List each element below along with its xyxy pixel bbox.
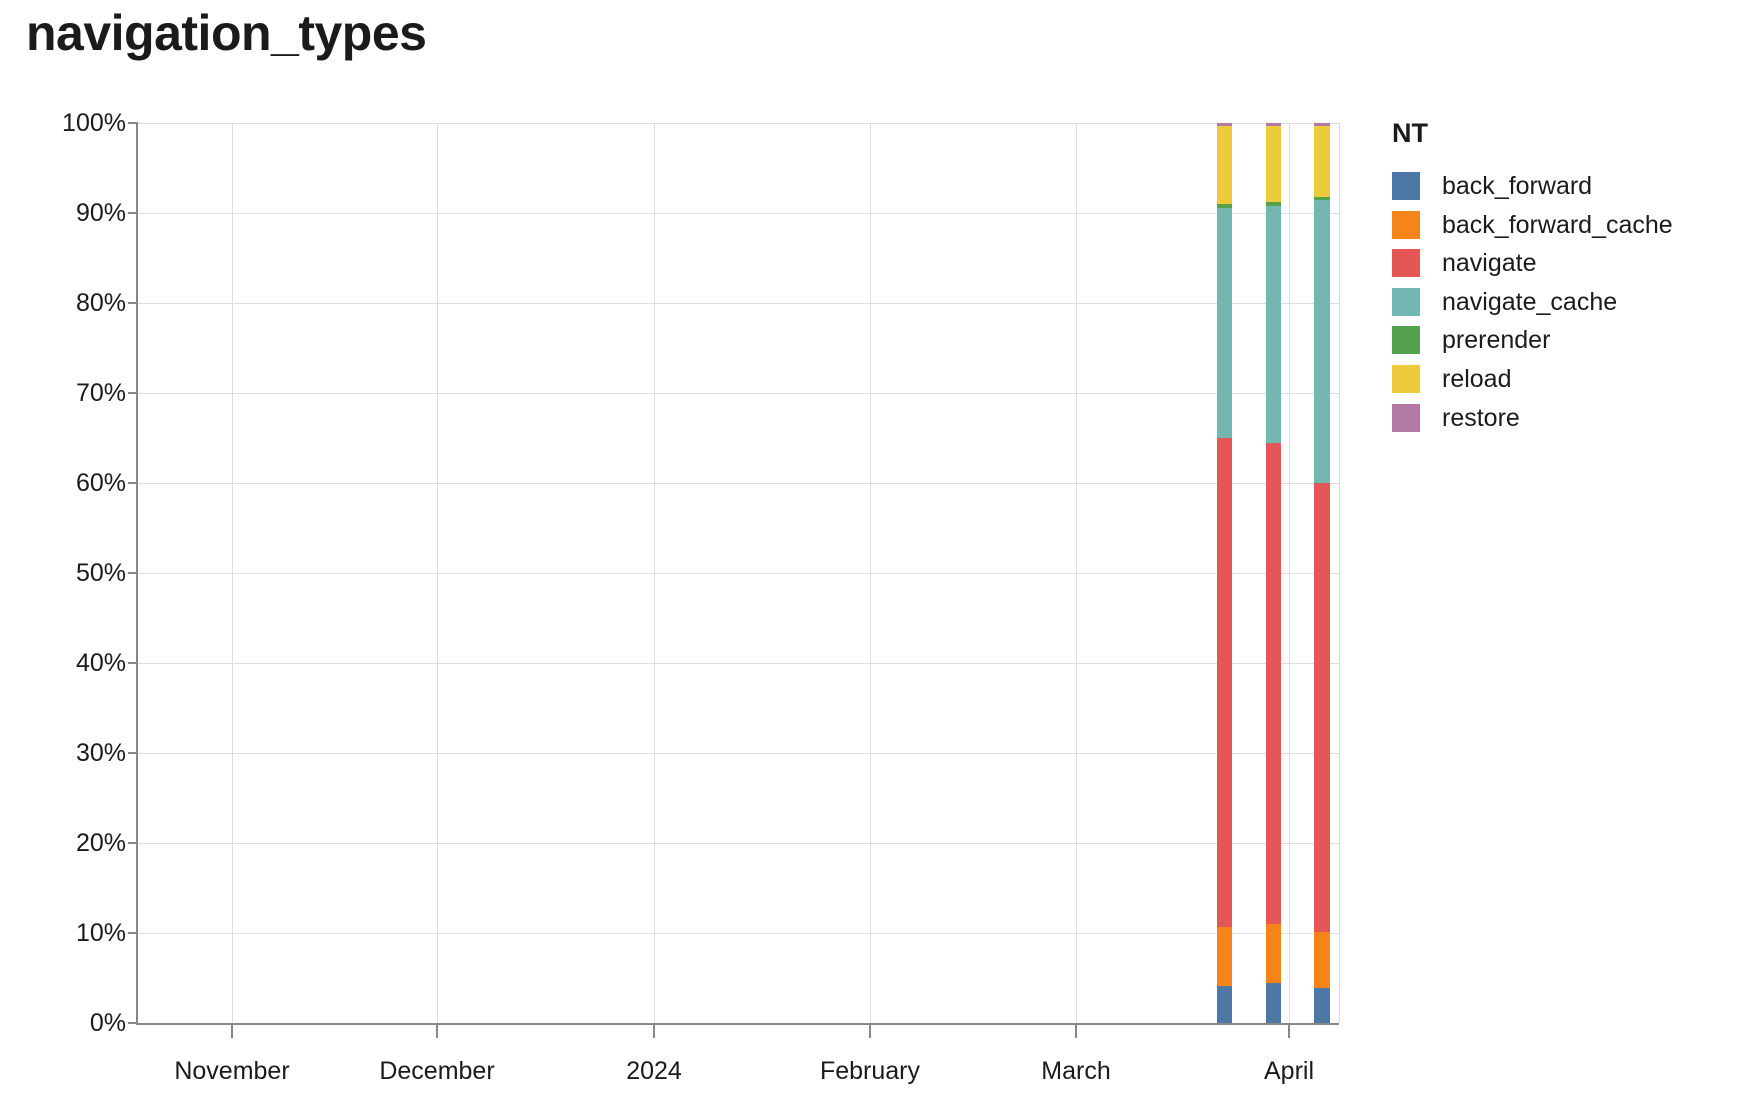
- y-axis-tick: [128, 662, 138, 664]
- back_forward-swatch-icon: [1392, 172, 1420, 200]
- y-axis-tick: [128, 212, 138, 214]
- gridline-horizontal: [138, 483, 1339, 484]
- y-axis-label: 40%: [75, 649, 126, 677]
- x-axis-domain: [136, 1023, 1339, 1025]
- bar-segment-reload: [1216, 125, 1233, 204]
- y-axis-tick: [128, 842, 138, 844]
- gridline-vertical: [437, 123, 438, 1023]
- bar-2024-04-07: [1314, 123, 1330, 1023]
- x-axis-label: March: [1041, 1057, 1111, 1085]
- gridline-horizontal: [138, 843, 1339, 844]
- gridline-horizontal: [138, 933, 1339, 934]
- legend-label: restore: [1442, 404, 1520, 432]
- legend-label: back_forward_cache: [1442, 211, 1673, 239]
- bar-segment-prerender: [1314, 196, 1330, 201]
- gridline-horizontal: [138, 573, 1339, 574]
- legend-title: NT: [1392, 118, 1428, 148]
- bar-segment-navigate: [1265, 442, 1282, 924]
- bar-segment-navigate: [1216, 438, 1233, 927]
- y-axis-label: 10%: [75, 919, 126, 947]
- bar-segment-restore: [1314, 123, 1330, 126]
- legend-label: navigate_cache: [1442, 288, 1618, 316]
- reload-swatch-icon: [1392, 365, 1420, 393]
- y-axis-label: 80%: [75, 289, 126, 317]
- bar-segment-back_forward: [1216, 986, 1233, 1023]
- gridline-horizontal: [138, 213, 1339, 214]
- gridline-vertical: [232, 123, 233, 1023]
- legend-label: back_forward: [1442, 172, 1593, 200]
- prerender-swatch-icon: [1392, 326, 1420, 354]
- legend-label: reload: [1442, 365, 1512, 393]
- navigate-swatch-icon: [1392, 249, 1420, 277]
- y-axis-label: 30%: [75, 739, 126, 767]
- gridline-vertical: [1289, 123, 1290, 1023]
- y-axis-label: 60%: [75, 469, 126, 497]
- x-axis-label: February: [819, 1057, 921, 1085]
- x-axis-tick: [869, 1023, 871, 1038]
- gridline-horizontal: [138, 393, 1339, 394]
- x-axis-label: December: [379, 1057, 495, 1085]
- navigate_cache-swatch-icon: [1392, 288, 1420, 316]
- bar-segment-back_forward_cache: [1314, 932, 1330, 988]
- restore-swatch-icon: [1392, 404, 1420, 432]
- bar-segment-prerender: [1265, 202, 1282, 206]
- bar-segment-restore: [1265, 123, 1282, 126]
- legend-label: prerender: [1442, 326, 1551, 354]
- legend-label: navigate: [1442, 249, 1537, 277]
- chart-title: navigation_types: [26, 5, 427, 61]
- x-axis-tick: [1288, 1023, 1290, 1038]
- bar-segment-navigate_cache: [1216, 207, 1233, 438]
- bar-segment-restore: [1216, 123, 1233, 126]
- bar-segment-back_forward_cache: [1216, 926, 1233, 987]
- bar-segment-back_forward_cache: [1265, 924, 1282, 984]
- x-axis-tick: [1075, 1023, 1077, 1038]
- gridline-horizontal: [138, 303, 1339, 304]
- gridline-vertical: [1076, 123, 1077, 1023]
- y-axis-tick: [128, 572, 138, 574]
- gridline-vertical: [654, 123, 655, 1023]
- y-axis-tick: [128, 302, 138, 304]
- y-axis-tick: [128, 122, 138, 124]
- x-axis-tick: [231, 1023, 233, 1038]
- bar-2024-03-31: [1265, 123, 1282, 1023]
- y-axis-label: 50%: [75, 559, 126, 587]
- y-axis-tick: [128, 482, 138, 484]
- x-axis-label: 2024: [626, 1057, 682, 1085]
- bar-segment-navigate_cache: [1314, 200, 1330, 483]
- y-axis-tick: [128, 932, 138, 934]
- y-axis-label: 0%: [89, 1009, 126, 1037]
- y-axis-label: 100%: [62, 109, 126, 137]
- bar-segment-reload: [1265, 125, 1282, 203]
- gridline-vertical: [870, 123, 871, 1023]
- bar-segment-back_forward: [1314, 987, 1330, 1023]
- bar-2024-03-24: [1216, 123, 1233, 1023]
- bar-segment-reload: [1314, 125, 1330, 197]
- y-axis-label: 70%: [75, 379, 126, 407]
- gridline-horizontal: [138, 123, 1339, 124]
- x-axis-tick: [653, 1023, 655, 1038]
- bar-segment-prerender: [1216, 204, 1233, 208]
- y-axis-domain: [136, 123, 138, 1023]
- x-axis-label: November: [174, 1057, 290, 1085]
- y-axis-label: 90%: [75, 199, 126, 227]
- y-axis-tick: [128, 1022, 138, 1024]
- gridline-horizontal: [138, 753, 1339, 754]
- gridline-horizontal: [138, 663, 1339, 664]
- y-axis-label: 20%: [75, 829, 126, 857]
- plot-right-edge: [1339, 123, 1340, 1023]
- back_forward_cache-swatch-icon: [1392, 211, 1420, 239]
- bar-segment-navigate: [1314, 483, 1330, 933]
- y-axis-tick: [128, 392, 138, 394]
- bar-segment-navigate_cache: [1265, 205, 1282, 443]
- x-axis-tick: [436, 1023, 438, 1038]
- y-axis-tick: [128, 752, 138, 754]
- x-axis-label: April: [1263, 1057, 1314, 1085]
- bar-segment-back_forward: [1265, 983, 1282, 1023]
